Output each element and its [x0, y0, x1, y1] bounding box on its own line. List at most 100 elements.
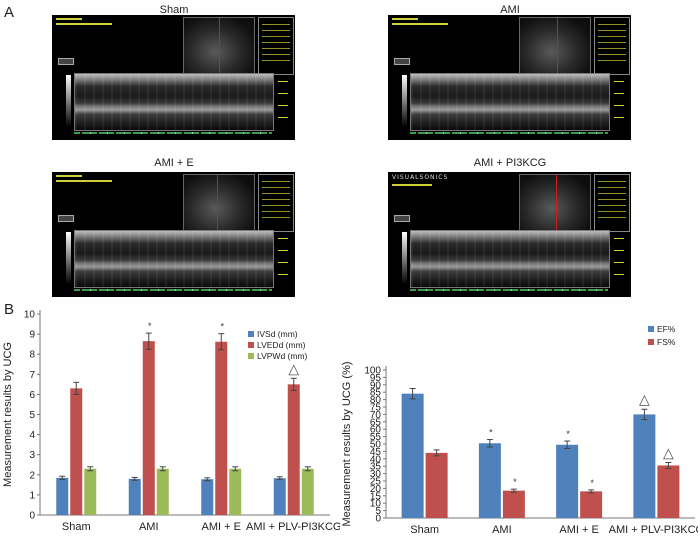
y-tick-label: 9 — [29, 330, 35, 341]
x-category-label: AMI + E — [202, 521, 241, 533]
x-category-label: AMI — [492, 524, 512, 536]
y-axis-label: Measurement results by UCG — [2, 342, 14, 487]
m-mode-trace — [74, 73, 274, 131]
bar-ivsd-mm- — [56, 477, 69, 515]
bar-fs- — [502, 490, 525, 518]
y-tick-label: 85 — [370, 388, 382, 399]
y-axis-label: Measurement results by UCG (%) — [341, 361, 353, 526]
asterisk-significance-marker: * — [489, 428, 493, 438]
ecg-trace — [410, 289, 608, 291]
y-tick-label: 3 — [29, 450, 35, 461]
y-tick-label: 25 — [370, 477, 382, 488]
echo-image-ami-e — [52, 172, 295, 297]
y-tick-label: 50 — [370, 440, 382, 451]
bar-lvedd-mm- — [215, 341, 228, 515]
bar-lvpwd-mm- — [229, 468, 242, 515]
triangle-significance-marker: △ — [663, 445, 674, 461]
settings-panel — [594, 174, 630, 232]
y-tick-label: 70 — [370, 410, 382, 421]
panel-b-letter: B — [4, 301, 15, 318]
m-mode-trace — [410, 230, 610, 288]
echo-title-ami: AMI — [500, 4, 520, 16]
legend-swatch — [248, 353, 254, 359]
y-tick-label: 8 — [29, 350, 35, 361]
bar-ef- — [556, 444, 579, 518]
y-tick-label: 20 — [370, 484, 382, 495]
b-mode-inset — [183, 17, 255, 75]
panel-a-letter: A — [4, 4, 15, 21]
echo-image-ami — [388, 15, 631, 140]
y-tick-label: 35 — [370, 462, 382, 473]
legend-label: LVPWd (mm) — [257, 351, 308, 361]
asterisk-significance-marker: * — [513, 477, 517, 487]
bar-fs- — [657, 465, 680, 518]
y-tick-label: 7 — [29, 370, 35, 381]
y-tick-label: 80 — [370, 395, 382, 406]
triangle-significance-marker: △ — [639, 391, 650, 407]
bar-ef- — [401, 393, 424, 518]
settings-panel — [594, 17, 630, 75]
x-category-label: Sham — [410, 524, 439, 536]
legend-label: FS% — [657, 337, 676, 347]
legend-label: EF% — [657, 324, 676, 334]
y-tick-label: 100 — [364, 366, 381, 377]
legend-swatch — [248, 342, 254, 348]
echo-title-ami-pi3kcg: AMI + PI3KCG — [473, 157, 547, 169]
x-category-label: AMI — [139, 521, 159, 533]
bar-ivsd-mm- — [273, 478, 286, 515]
y-tick-label: 5 — [375, 506, 381, 517]
y-tick-label: 10 — [24, 310, 36, 321]
triangle-significance-marker: △ — [288, 360, 299, 376]
bar-lvpwd-mm- — [84, 468, 97, 515]
x-category-label: AMI + E — [559, 524, 598, 536]
y-tick-label: 60 — [370, 425, 382, 436]
bar-lvpwd-mm- — [301, 468, 314, 515]
y-tick-label: 75 — [370, 403, 382, 414]
y-tick-label: 95 — [370, 373, 382, 384]
y-tick-label: 65 — [370, 417, 382, 428]
b-mode-inset — [519, 17, 591, 75]
x-category-label: AMI + PLV-PI3KCG — [246, 521, 340, 533]
echo-title-ami-e: AMI + E — [154, 157, 194, 169]
brand-text: VISUALSONICS — [392, 174, 449, 181]
m-mode-trace — [74, 230, 274, 288]
x-category-label: AMI + PLV-PI3KCG — [609, 524, 698, 536]
bar-fs- — [425, 452, 448, 518]
y-tick-label: 0 — [375, 514, 381, 525]
m-mode-trace — [410, 73, 610, 131]
bar-ef- — [478, 443, 501, 518]
asterisk-significance-marker: * — [220, 322, 224, 332]
bar-ivsd-mm- — [128, 478, 141, 515]
bar-fs- — [580, 491, 603, 518]
chart-left-measurements: Measurement results by UCG 0 1 2 3 4 5 6 7 8 9 10 Sh… — [2, 310, 340, 534]
y-tick-label: 4 — [29, 430, 35, 441]
y-tick-label: 55 — [370, 432, 382, 443]
y-tick-label: 30 — [370, 469, 382, 480]
settings-panel — [258, 17, 294, 75]
y-tick-label: 1 — [29, 490, 35, 501]
x-category-label: Sham — [62, 521, 91, 533]
y-tick-label: 90 — [370, 380, 382, 391]
y-tick-label: 45 — [370, 447, 382, 458]
bar-lvedd-mm- — [142, 341, 155, 515]
y-tick-label: 6 — [29, 390, 35, 401]
bar-ef- — [633, 414, 656, 518]
ecg-trace — [74, 289, 272, 291]
ecg-trace — [74, 132, 272, 134]
legend-swatch — [648, 339, 654, 345]
bar-lvpwd-mm- — [156, 468, 169, 515]
asterisk-significance-marker: * — [566, 429, 570, 439]
ecg-trace — [410, 132, 608, 134]
y-tick-label: 15 — [370, 491, 382, 502]
b-mode-inset — [183, 174, 255, 232]
legend-label: IVSd (mm) — [257, 329, 298, 339]
y-tick-label: 10 — [370, 499, 382, 510]
echo-image-ami-pi3kcg: VISUALSONICS — [388, 172, 631, 297]
echo-image-sham — [52, 15, 295, 140]
legend-swatch — [648, 326, 654, 332]
bar-lvedd-mm- — [287, 384, 300, 515]
y-tick-label: 2 — [29, 470, 35, 481]
legend-swatch — [248, 331, 254, 337]
asterisk-significance-marker: * — [148, 321, 152, 331]
y-tick-label: 40 — [370, 454, 382, 465]
